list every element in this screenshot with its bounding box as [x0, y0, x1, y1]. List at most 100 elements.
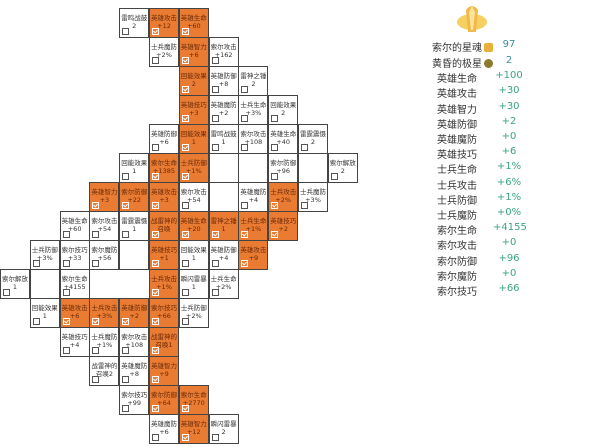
checked-checkbox[interactable]: [152, 260, 159, 267]
checkbox[interactable]: [92, 347, 100, 354]
talent-node[interactable]: 索尔攻击 +54: [178, 182, 209, 212]
talent-node[interactable]: 士兵防御 +2%: [178, 298, 209, 328]
talent-node[interactable]: 索尔生命 +1385: [149, 153, 179, 183]
checked-checkbox[interactable]: [241, 231, 249, 238]
checkbox[interactable]: [62, 231, 70, 238]
checked-checkbox[interactable]: [181, 28, 189, 35]
talent-node[interactable]: 索尔攻击 +54: [89, 211, 120, 241]
talent-node[interactable]: 士兵魔防 +1%: [89, 327, 120, 357]
checkbox[interactable]: [241, 115, 249, 122]
talent-node[interactable]: 索尔攻击 +108: [238, 124, 269, 154]
checked-checkbox[interactable]: [241, 260, 249, 267]
checkbox[interactable]: [3, 289, 10, 296]
checkbox[interactable]: [181, 318, 189, 325]
talent-node[interactable]: 索尔技巧 +33: [59, 240, 90, 270]
talent-node[interactable]: 士兵防御 +3%: [29, 240, 60, 270]
talent-node[interactable]: 英雄魔防 +2: [208, 95, 239, 125]
talent-node[interactable]: 英雄技巧 +4: [59, 327, 90, 357]
talent-node[interactable]: 回能效果2: [178, 66, 209, 96]
talent-node[interactable]: 英雄生命 +60: [59, 211, 90, 241]
talent-node[interactable]: 英雄魔防 +4: [238, 182, 269, 212]
talent-node[interactable]: 英雄生命 +20: [178, 211, 209, 241]
talent-node[interactable]: 英雄攻击 +6: [59, 298, 90, 328]
checkbox[interactable]: [211, 57, 219, 64]
talent-node[interactable]: 瞬闪雷暴2: [208, 414, 239, 444]
checkbox[interactable]: [241, 86, 249, 93]
checked-checkbox[interactable]: [181, 115, 189, 122]
talent-node[interactable]: 英雄防御 +2: [119, 298, 150, 328]
talent-node[interactable]: 索尔生命 +2770: [178, 385, 209, 415]
checkbox[interactable]: [62, 289, 70, 296]
checked-checkbox[interactable]: [181, 173, 189, 180]
talent-node[interactable]: 英雄生命 +40: [268, 124, 299, 154]
talent-node[interactable]: 英雄攻击 +12: [149, 8, 179, 38]
talent-node[interactable]: 士兵生命 +1%: [238, 211, 269, 241]
checked-checkbox[interactable]: [62, 318, 70, 325]
talent-node[interactable]: 索尔生命 +4155: [59, 269, 90, 299]
checkbox[interactable]: [181, 289, 189, 296]
talent-node[interactable]: 英雄魔防 +8: [119, 356, 150, 386]
talent-node[interactable]: 战雷神的召唤1: [149, 327, 179, 357]
talent-node[interactable]: 雷霆震慑1: [119, 211, 150, 241]
checkbox[interactable]: [62, 260, 70, 267]
checkbox[interactable]: [122, 231, 130, 238]
checkbox[interactable]: [122, 347, 130, 354]
talent-node[interactable]: 索尔技巧 +99: [119, 385, 150, 415]
checked-checkbox[interactable]: [181, 434, 189, 441]
checked-checkbox[interactable]: [152, 28, 159, 35]
talent-node[interactable]: 索尔攻击 +162: [208, 37, 239, 67]
talent-node[interactable]: 士兵魔防 +3%: [298, 182, 328, 212]
talent-node[interactable]: 英雄智力 +6: [178, 37, 209, 67]
checkbox[interactable]: [211, 434, 219, 441]
talent-node[interactable]: 士兵生命 +3%: [238, 95, 269, 125]
talent-node[interactable]: 英雄生命 +60: [178, 8, 209, 38]
checkbox[interactable]: [271, 173, 279, 180]
talent-node[interactable]: 索尔技巧 +66: [149, 298, 179, 328]
checkbox[interactable]: [211, 260, 219, 267]
checkbox[interactable]: [152, 57, 159, 64]
checkbox[interactable]: [330, 173, 338, 180]
checked-checkbox[interactable]: [152, 202, 159, 209]
talent-node[interactable]: 雷神之锤2: [238, 66, 269, 96]
checkbox[interactable]: [211, 115, 219, 122]
checkbox[interactable]: [92, 260, 100, 267]
talent-node[interactable]: 英雄魔防 +6: [149, 414, 179, 444]
checkbox[interactable]: [301, 144, 308, 151]
talent-node[interactable]: 英雄技巧 +2: [268, 211, 299, 241]
checked-checkbox[interactable]: [152, 173, 159, 180]
talent-node[interactable]: 雷神之锤1: [208, 211, 239, 241]
talent-node[interactable]: 英雄技巧 +1: [149, 240, 179, 270]
checked-checkbox[interactable]: [152, 376, 159, 383]
checked-checkbox[interactable]: [181, 86, 189, 93]
talent-node[interactable]: 士兵攻击 +2%: [268, 182, 299, 212]
checkbox[interactable]: [92, 376, 100, 383]
checkbox[interactable]: [122, 173, 130, 180]
checkbox[interactable]: [241, 202, 249, 209]
checked-checkbox[interactable]: [92, 318, 100, 325]
talent-node[interactable]: 战雷神的召唤: [149, 211, 179, 241]
talent-node[interactable]: 瞬闪雷暴1: [178, 269, 209, 299]
talent-node[interactable]: 英雄攻击 +9: [238, 240, 269, 270]
talent-node[interactable]: 雷鸣战鼓1: [208, 124, 239, 154]
talent-node[interactable]: 英雄智力 +9: [149, 356, 179, 386]
checkbox[interactable]: [32, 318, 40, 325]
checkbox[interactable]: [181, 202, 189, 209]
talent-node[interactable]: 英雄防御 +6: [149, 124, 179, 154]
checked-checkbox[interactable]: [181, 405, 189, 412]
talent-node[interactable]: 回能效果1: [178, 240, 209, 270]
talent-node[interactable]: 英雄技巧 +3: [178, 95, 209, 125]
checkbox[interactable]: [32, 260, 40, 267]
talent-node[interactable]: 英雄防御 +8: [208, 66, 239, 96]
checkbox[interactable]: [62, 347, 70, 354]
talent-node[interactable]: 英雄智力 +3: [89, 182, 120, 212]
talent-node[interactable]: 英雄智力 +12: [178, 414, 209, 444]
checked-checkbox[interactable]: [152, 347, 159, 354]
talent-node[interactable]: 英雄攻击 +3: [149, 182, 179, 212]
talent-node[interactable]: 索尔防御 +96: [268, 153, 299, 183]
checkbox[interactable]: [211, 289, 219, 296]
checkbox[interactable]: [181, 260, 189, 267]
checked-checkbox[interactable]: [152, 318, 159, 325]
checkbox[interactable]: [271, 144, 279, 151]
checkbox[interactable]: [92, 231, 100, 238]
talent-node[interactable]: 索尔解放1: [0, 269, 30, 299]
